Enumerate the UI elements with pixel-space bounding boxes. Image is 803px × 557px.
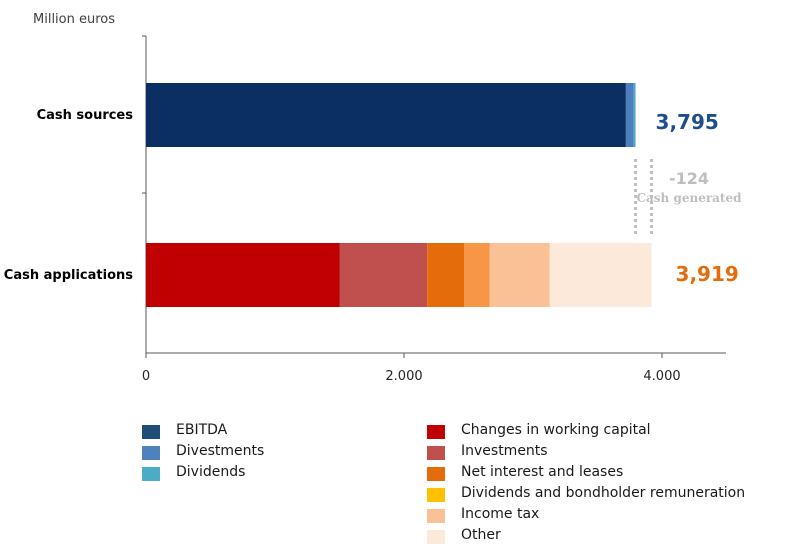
category-label-cash-applications: Cash applications bbox=[4, 268, 133, 283]
total-label-1: 3,919 bbox=[676, 262, 739, 286]
legend-label: Net interest and leases bbox=[461, 464, 624, 480]
chart-area: Million euros 0 2.000 4.000 Cash sources Cas… bbox=[4, 12, 742, 384]
legend-swatch bbox=[427, 467, 445, 481]
legend-swatch bbox=[427, 488, 445, 502]
bar-net-interest-and-leases bbox=[427, 243, 464, 307]
bar-income-tax bbox=[489, 243, 550, 307]
total-label-0: 3,795 bbox=[656, 110, 719, 134]
legend-label: Changes in working capital bbox=[461, 422, 651, 438]
plot-area: 0 2.000 4.000 Cash sources Cash applications… bbox=[4, 35, 742, 384]
legend-swatch bbox=[427, 425, 445, 439]
bar-other bbox=[549, 243, 652, 307]
x-tick-label-2: 4.000 bbox=[643, 369, 680, 384]
legend-label: Other bbox=[461, 527, 501, 543]
bar-divestments bbox=[625, 83, 634, 147]
legend-label: Income tax bbox=[461, 506, 540, 522]
bar-investments bbox=[339, 243, 428, 307]
cash-generated-label: Cash generated bbox=[636, 191, 742, 205]
legend-swatch bbox=[142, 425, 160, 439]
unit-label: Million euros bbox=[33, 12, 115, 27]
legend-label: Dividends bbox=[176, 464, 246, 480]
legend-label: Divestments bbox=[176, 443, 265, 459]
legend-label: EBITDA bbox=[176, 422, 228, 438]
legend-label: Investments bbox=[461, 443, 548, 459]
category-label-cash-sources: Cash sources bbox=[37, 108, 134, 123]
cash-generated-value: -124 bbox=[669, 169, 709, 188]
bar-changes-in-working-capital bbox=[146, 243, 340, 307]
bar-dividends bbox=[633, 83, 636, 147]
legend-swatch bbox=[427, 530, 445, 544]
legend-swatch bbox=[142, 446, 160, 460]
x-tick-label-1: 2.000 bbox=[385, 369, 422, 384]
bar-ebitda bbox=[146, 83, 626, 147]
x-tick-label-0: 0 bbox=[142, 369, 150, 384]
legend-swatch bbox=[142, 467, 160, 481]
legend-label: Dividends and bondholder remuneration bbox=[461, 485, 746, 501]
bar-dividends-and-bondholder-remuneration bbox=[463, 243, 490, 307]
legend-swatch bbox=[427, 446, 445, 460]
legend-swatch bbox=[427, 509, 445, 523]
